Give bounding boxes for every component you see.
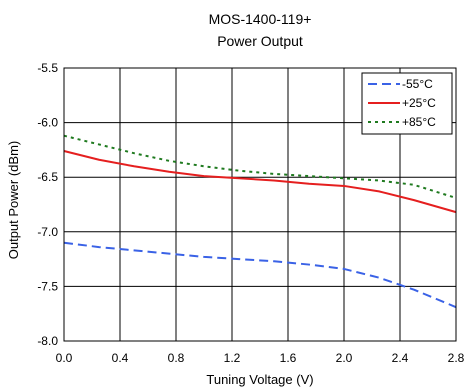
x-tick-label: 2.4 [392,351,409,365]
series-line-2 [63,150,457,214]
chart-title: MOS-1400-119+ [209,11,312,27]
legend: -55°C +25°C +85°C [361,72,453,135]
y-axis-label: Output Power (dBm) [6,141,21,260]
y-tick-label: -7.5 [37,279,58,293]
x-tick-label: 1.2 [224,351,241,365]
y-tick-label: -6.5 [37,170,58,184]
series-group [63,134,457,309]
plot-area-frame [63,67,457,342]
x-axis-label: Tuning Voltage (V) [206,372,313,387]
legend-label: +25°C [402,96,436,110]
x-tick-label: 0.0 [56,351,73,365]
legend-label: +85°C [402,115,436,129]
y-tick-label: -8.0 [37,334,58,348]
series-line-3 [63,134,457,199]
legend-label: -55°C [402,77,433,91]
x-tick-label: 2.8 [448,351,465,365]
y-tick-label: -6.0 [37,116,58,130]
y-tick-label: -5.5 [37,61,58,75]
y-tick-label: -7.0 [37,225,58,239]
x-tick-label: 0.8 [168,351,185,365]
x-tick-label: 1.6 [280,351,297,365]
x-tick-label: 2.0 [336,351,353,365]
tick-labels: 0.0 0.4 0.8 1.2 1.6 2.0 2.4 2.8 -5.5 -6.0 -6.5 -7.0… [37,61,464,365]
chart-subtitle: Power Output [217,33,303,49]
series-line-1 [63,241,457,309]
x-tick-label: 0.4 [112,351,129,365]
